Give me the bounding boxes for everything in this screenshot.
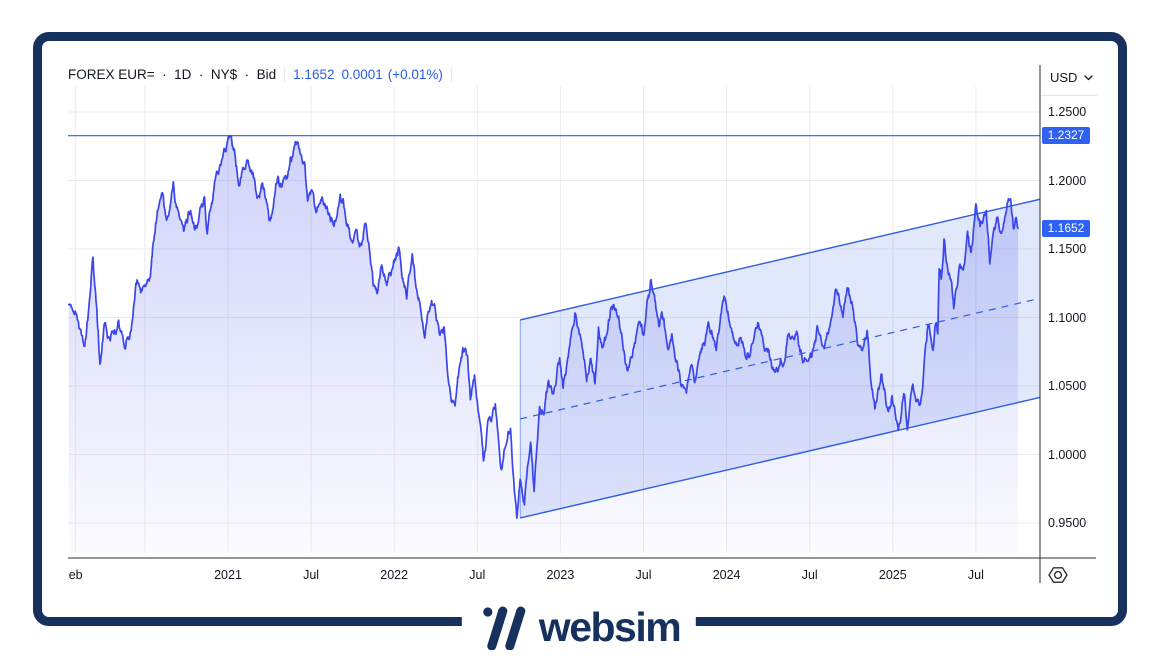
time-axis-label: eb [68,568,83,582]
time-axis-label: Jul [801,568,818,582]
websim-logo: websim [461,601,697,653]
currency-label: USD [1050,70,1078,85]
time-axis-label: Jul [303,568,320,582]
price-change-percent: (+0.01%) [387,67,443,82]
symbol-legend[interactable]: FOREX EUR= · 1D · NY$ · Bid 1.1652 0.000… [68,67,460,82]
price-axis-label: 1.1500 [1048,242,1087,256]
channel-mid-line[interactable] [520,297,1041,420]
price-axis-label: 1.2000 [1048,173,1087,188]
chevron-down-icon [1084,74,1094,80]
axis-settings-button[interactable] [1046,564,1070,586]
currency-selector[interactable]: USD [1048,66,1095,89]
time-axis-label: Jul [469,568,486,582]
time-axis-label: 2021 [214,568,242,582]
price-area-fill [68,135,1019,553]
price-badge: 1.1652 [1042,219,1090,237]
legend-divider [284,67,286,82]
price-badge: 1.2327 [1042,127,1090,145]
price-axis-label: 1.1000 [1048,310,1087,325]
price-axis[interactable]: USD 1.2500 1.2000 1.1500 1.1000 1.0500 1.0000… [1041,62,1127,558]
gear-icon [1048,567,1068,583]
websim-logo-icon [483,606,526,650]
time-axis-label: 2024 [712,568,741,582]
time-axis-label: 2022 [380,568,409,582]
legend-divider-end [450,67,452,82]
price-axis-label: 0.9500 [1048,516,1087,530]
price-axis-label: 1.0000 [1048,447,1087,462]
price-axis-label: 1.0500 [1048,379,1087,393]
time-axis-label: 2023 [546,568,575,582]
time-axis[interactable]: eb 2021 Jul 2022 Jul 2023 Jul 2024 Jul 2025 Jul [33,559,1127,593]
time-axis-label: 2025 [878,568,907,582]
price-line [68,134,1019,519]
price-change: 0.0001 [341,67,383,82]
time-axis-label: Jul [967,568,984,582]
channel-bottom-line[interactable] [520,396,1041,519]
channel-top-line[interactable] [520,198,1041,321]
price-axis-label: 1.2500 [1048,105,1087,119]
currency-selector-divider [1041,95,1097,96]
websim-logo-text: websim [538,604,682,650]
last-price: 1.1652 [293,67,335,82]
time-axis-label: Jul [635,568,652,582]
symbol-title: FOREX EUR= · 1D · NY$ · Bid [68,67,277,82]
